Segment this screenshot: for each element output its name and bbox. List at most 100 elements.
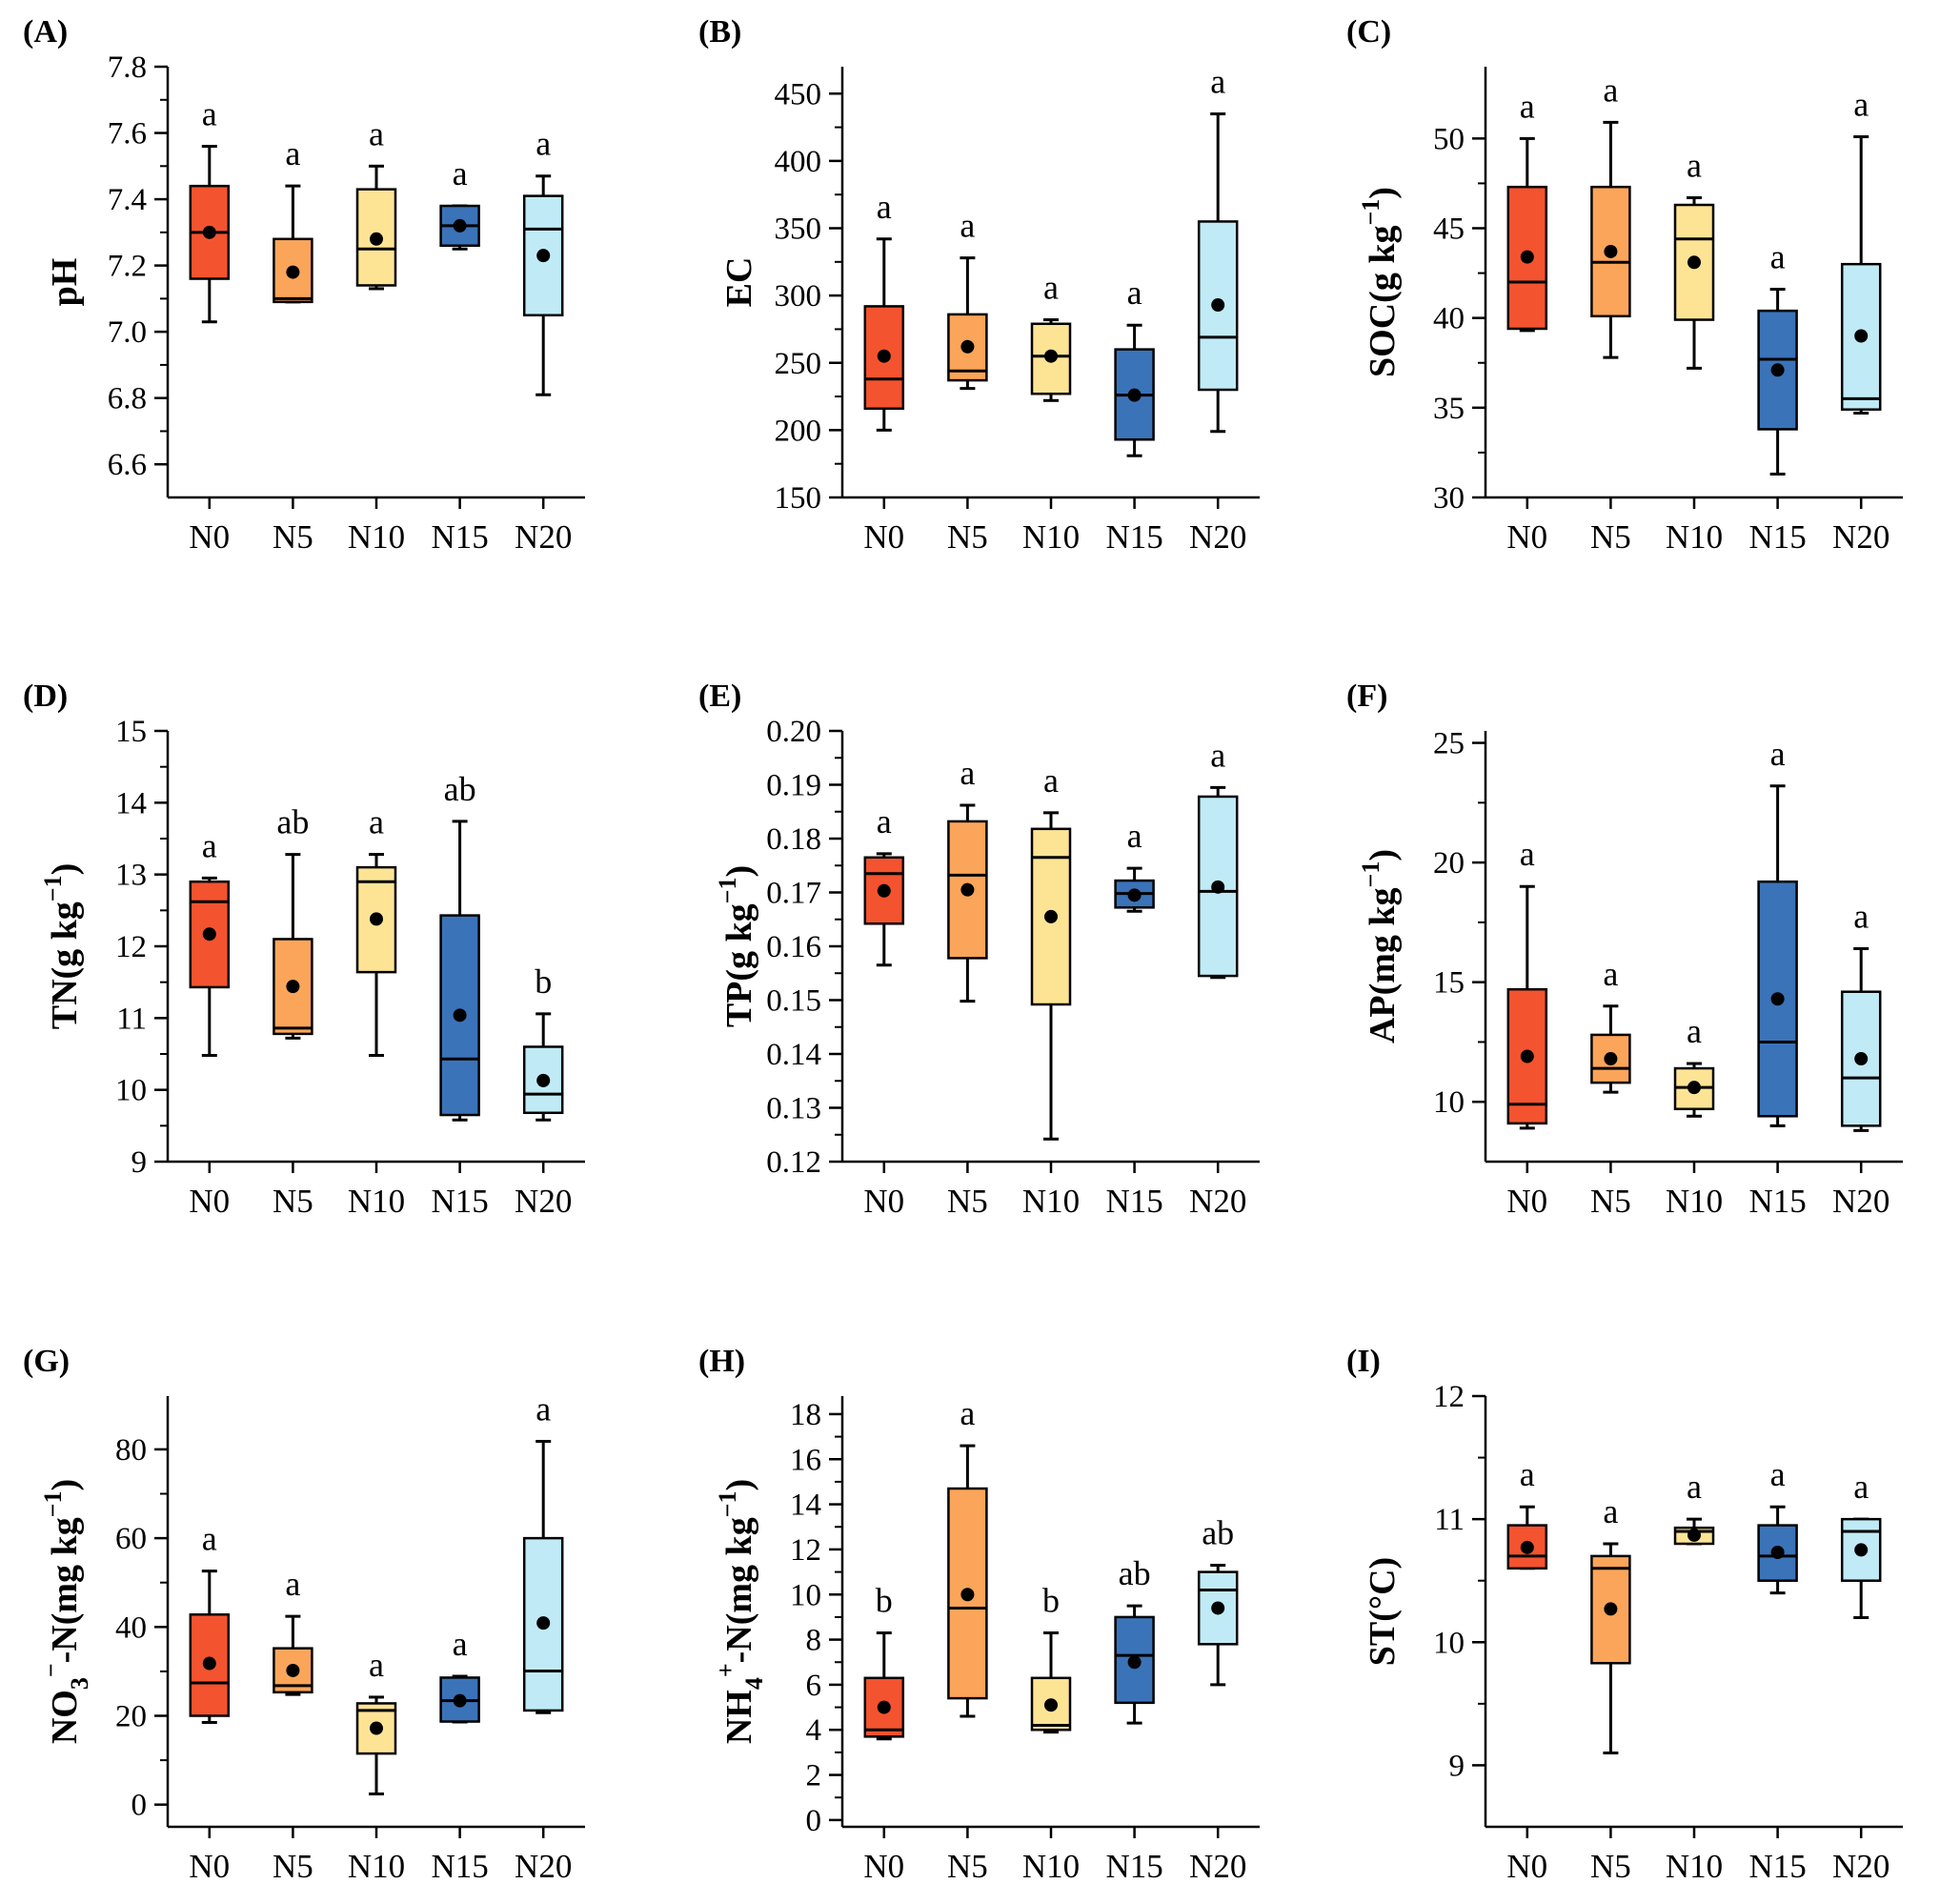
x-tick-label: N5 (947, 1183, 988, 1220)
iqr-box (947, 820, 988, 960)
x-tick-label: N0 (1506, 518, 1547, 556)
y-tick-label: 16 (790, 1443, 821, 1477)
box-n0: N0 a (863, 802, 904, 1220)
y-tick-label: 10 (790, 1578, 821, 1612)
box-n10: N10 a (1022, 761, 1080, 1220)
significance-letter: a (1770, 238, 1786, 276)
panel-label: (A) (23, 14, 68, 50)
y-tick-label: 10 (1433, 1626, 1465, 1660)
mean-marker (1520, 250, 1534, 264)
box-n10: N10 a (348, 1646, 405, 1885)
mean-marker (453, 1693, 467, 1708)
x-tick-label: N20 (515, 1848, 572, 1885)
x-tick-label: N10 (348, 1848, 405, 1885)
mean-marker (1770, 1546, 1785, 1560)
x-tick-label: N0 (863, 518, 904, 556)
panel-i: (I) 9 10 11 12 ST(°C) N0 a N5 a N10 a N15 a N20 a (1346, 1344, 1903, 1885)
mean-marker (1854, 329, 1869, 343)
significance-letter: a (453, 1625, 468, 1663)
box-n0: N0 b (863, 1581, 904, 1885)
y-tick-label: 7.2 (108, 250, 147, 284)
y-tick-label: 40 (1433, 302, 1465, 336)
y-axis-title: TP(g kg−1) (714, 865, 759, 1027)
mean-marker (453, 1008, 467, 1023)
significance-letter: a (1520, 1455, 1535, 1493)
significance-letter: a (369, 803, 384, 841)
box-n20: N20 a (1832, 1468, 1889, 1885)
panel-label: (B) (698, 14, 741, 50)
mean-marker (202, 1656, 216, 1671)
significance-letter: a (877, 188, 892, 226)
x-tick-label: N0 (189, 1183, 230, 1220)
box-n15: N15 a (1748, 1455, 1806, 1885)
mean-marker (1770, 363, 1785, 377)
mean-marker (1044, 909, 1058, 923)
panel-label: (I) (1346, 1344, 1381, 1379)
mean-marker (1211, 298, 1225, 313)
mean-marker (202, 927, 216, 942)
x-tick-label: N0 (1506, 1183, 1547, 1220)
x-tick-label: N5 (273, 518, 313, 556)
y-tick-label: 6.8 (108, 382, 147, 416)
y-tick-label: 80 (115, 1433, 147, 1468)
mean-marker (453, 218, 467, 233)
box-n15: N15 a (431, 1625, 488, 1885)
significance-letter: a (960, 207, 975, 245)
box-n10: N10 a (1022, 269, 1080, 556)
x-tick-label: N10 (1666, 518, 1723, 556)
iqr-box (1197, 1570, 1239, 1646)
y-axis-title: EC (719, 257, 759, 308)
y-tick-label: 0.16 (766, 930, 821, 964)
significance-letter: a (1603, 71, 1618, 109)
x-tick-label: N10 (1666, 1848, 1723, 1885)
x-tick-label: N15 (431, 1848, 488, 1885)
significance-letter: a (536, 125, 551, 163)
y-tick-label: 200 (775, 414, 822, 448)
y-tick-label: 0.18 (766, 822, 821, 857)
box-n20: N20 b (515, 962, 572, 1220)
box-n20: N20 a (1832, 85, 1889, 556)
mean-marker (1854, 1543, 1869, 1557)
significance-letter: a (1127, 817, 1142, 855)
box-n15: N15 a (1105, 817, 1162, 1220)
box-n20: N20 ab (1189, 1513, 1246, 1885)
x-tick-label: N5 (947, 1848, 988, 1885)
significance-letter: a (369, 1646, 384, 1684)
mean-marker (1687, 255, 1701, 270)
significance-letter: a (1770, 735, 1786, 773)
x-tick-label: N15 (1748, 518, 1806, 556)
significance-letter: a (369, 114, 384, 152)
mean-marker (1687, 1081, 1701, 1095)
y-tick-label: 20 (1433, 846, 1465, 881)
y-tick-label: 45 (1433, 213, 1465, 247)
box-n15: N15 a (431, 154, 488, 556)
panel-d: (D) 9 10 11 12 13 14 15 TN(g kg−1) N0 a N5 ab N10 a N15… (23, 679, 585, 1220)
x-tick-label: N5 (1590, 1183, 1631, 1220)
box-n20: N20 a (1189, 736, 1246, 1220)
significance-letter: a (1687, 1012, 1702, 1050)
box-n15: N15 a (1748, 238, 1806, 556)
box-n0: N0 a (863, 188, 904, 556)
panel-label: (H) (698, 1344, 745, 1379)
box-n0: N0 a (189, 826, 230, 1220)
mean-marker (1770, 992, 1785, 1006)
y-tick-label: 30 (1433, 481, 1465, 516)
significance-letter: b (535, 962, 552, 1001)
significance-letter: a (1853, 898, 1869, 936)
y-axis-title: TN(g kg−1) (39, 863, 85, 1030)
x-tick-label: N15 (431, 518, 488, 556)
y-tick-label: 0.15 (766, 984, 821, 1019)
significance-letter: a (1603, 1492, 1618, 1530)
mean-marker (536, 249, 551, 263)
iqr-box (1030, 322, 1072, 395)
significance-letter: ab (276, 803, 309, 841)
mean-marker (286, 1663, 300, 1677)
x-tick-label: N15 (1105, 518, 1162, 556)
mean-marker (536, 1616, 551, 1631)
box-n20: N20 a (515, 125, 572, 556)
panel-label: (D) (23, 679, 68, 714)
iqr-box (1590, 185, 1631, 318)
box-n5: N5 a (273, 134, 313, 556)
